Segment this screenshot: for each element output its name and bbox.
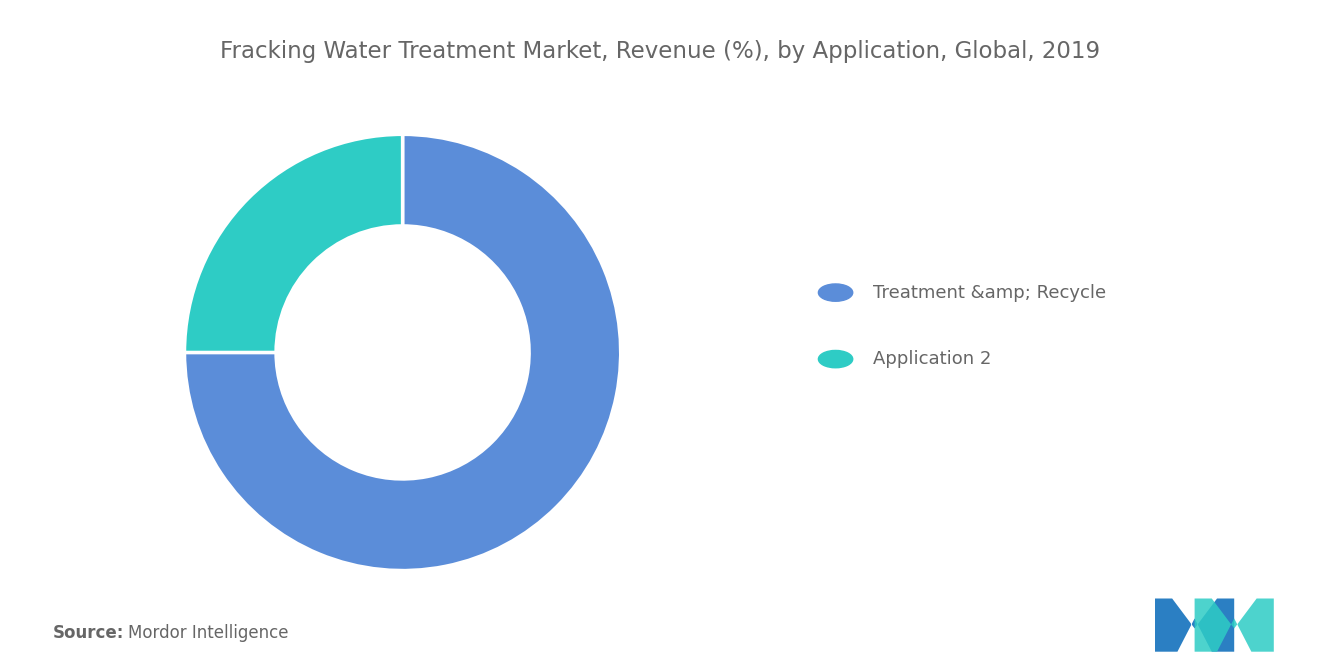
Text: Fracking Water Treatment Market, Revenue (%), by Application, Global, 2019: Fracking Water Treatment Market, Revenue… bbox=[220, 40, 1100, 63]
Text: Source:: Source: bbox=[53, 624, 124, 642]
Wedge shape bbox=[185, 134, 620, 571]
Wedge shape bbox=[185, 134, 403, 352]
Text: Mordor Intelligence: Mordor Intelligence bbox=[128, 624, 289, 642]
Text: Application 2: Application 2 bbox=[873, 350, 991, 368]
Text: Treatment &amp; Recycle: Treatment &amp; Recycle bbox=[873, 283, 1106, 302]
